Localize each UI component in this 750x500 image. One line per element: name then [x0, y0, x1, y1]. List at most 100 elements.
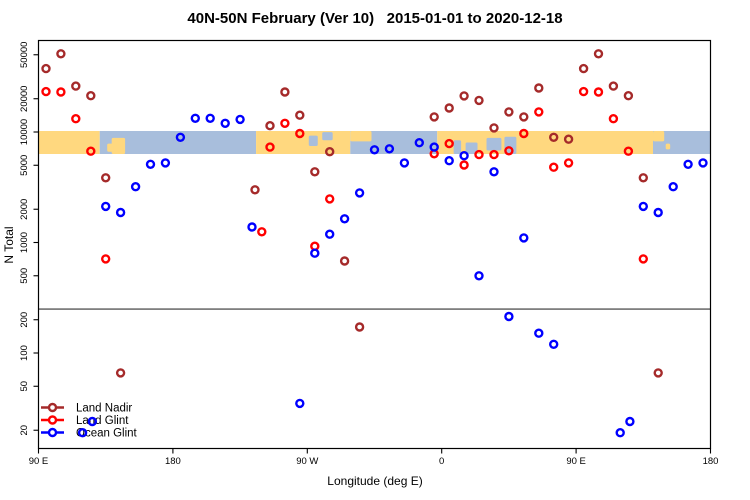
x-axis-title: Longitude (deg E): [327, 474, 423, 488]
data-point-land-glint: [623, 146, 634, 156]
data-point-ocean-glint: [459, 150, 469, 161]
map-band-ocean-patch: [322, 132, 333, 141]
map-band-land-patch: [653, 131, 665, 142]
data-point-ocean-glint: [100, 201, 111, 212]
data-point-ocean-glint: [615, 428, 625, 438]
y-tick-label: 50: [19, 381, 30, 392]
data-point-ocean-glint: [474, 271, 484, 281]
data-point-ocean-glint: [87, 416, 98, 427]
data-point-ocean-glint: [519, 233, 529, 243]
x-tick-label: 90 E: [566, 456, 586, 467]
data-point-land-glint: [265, 142, 275, 152]
data-point-ocean-glint: [384, 144, 395, 154]
y-tick-label: 10000: [19, 119, 30, 145]
data-point-land-glint: [71, 113, 81, 124]
data-point-land-nadir: [429, 112, 439, 122]
y-tick-label: 1000: [19, 232, 30, 253]
data-point-ocean-glint: [77, 428, 88, 438]
data-point-land-glint: [534, 107, 544, 117]
plot-border: [37, 39, 712, 450]
x-tick-label: 90 E: [29, 456, 49, 467]
map-band-land-patch: [111, 137, 126, 154]
data-point-ocean-glint: [489, 167, 499, 177]
data-point-ocean-glint: [625, 416, 635, 427]
data-point-land-nadir: [250, 185, 260, 195]
data-point-land-glint: [56, 87, 66, 97]
data-point-ocean-glint: [444, 155, 454, 166]
x-tick-label: 180: [165, 456, 181, 467]
legend-symbol: [47, 402, 58, 413]
data-point-ocean-glint: [429, 142, 439, 152]
data-point-land-nadir: [86, 90, 96, 101]
data-point-land-glint: [519, 128, 529, 139]
data-point-ocean-glint: [339, 214, 350, 224]
y-tick-label: 20: [19, 425, 30, 436]
data-point-ocean-glint: [668, 181, 678, 192]
map-band-land-segment: [38, 131, 100, 154]
legend-label: Land Nadir: [76, 403, 132, 415]
data-point-land-glint: [504, 146, 514, 156]
data-point-land-nadir: [280, 87, 290, 97]
x-tick-label: 180: [703, 456, 719, 467]
data-point-ocean-glint: [534, 328, 544, 338]
data-point-land-glint: [549, 162, 559, 172]
data-point-land-glint: [563, 158, 574, 168]
data-point-ocean-glint: [205, 113, 215, 124]
data-point-land-nadir: [578, 63, 589, 74]
data-point-land-nadir: [519, 112, 529, 122]
y-tick-label: 100: [19, 345, 30, 361]
data-point-land-glint: [325, 194, 335, 204]
data-point-land-glint: [257, 227, 267, 237]
data-point-land-glint: [593, 87, 604, 97]
data-point-ocean-glint: [247, 222, 257, 232]
legend-label: Ocean Glint: [76, 428, 138, 440]
x-tick-label: 90 W: [296, 456, 318, 467]
y-tick-label: 2000: [19, 199, 30, 220]
y-tick-label: 50000: [19, 42, 30, 68]
data-point-ocean-glint: [325, 229, 335, 239]
map-band-land-patch: [665, 143, 671, 150]
legend-symbol: [47, 415, 58, 425]
data-point-land-nadir: [489, 123, 499, 133]
data-point-land-glint: [280, 118, 290, 129]
data-point-land-nadir: [325, 146, 335, 157]
data-point-ocean-glint: [504, 311, 514, 322]
y-tick-label: 200: [19, 312, 30, 328]
data-point-land-nadir: [339, 256, 350, 266]
data-point-land-nadir: [115, 368, 126, 378]
map-band-ocean-segment: [99, 131, 257, 154]
data-point-land-nadir: [71, 81, 81, 91]
y-tick-label: 20000: [19, 86, 30, 112]
data-point-ocean-glint: [190, 113, 201, 124]
data-point-ocean-glint: [160, 158, 171, 168]
legend-label: Land Glint: [76, 415, 129, 427]
data-point-ocean-glint: [115, 207, 126, 218]
map-band-land-patch: [107, 143, 114, 152]
data-point-ocean-glint: [549, 339, 559, 349]
data-point-ocean-glint: [235, 114, 245, 125]
data-point-land-nadir: [638, 173, 648, 183]
data-point-land-nadir: [310, 167, 320, 177]
data-point-land-glint: [459, 160, 469, 170]
map-band-ocean-patch: [308, 135, 318, 146]
data-point-ocean-glint: [369, 145, 380, 155]
data-point-land-nadir: [549, 132, 559, 143]
data-point-land-glint: [444, 138, 454, 149]
data-point-land-glint: [608, 113, 619, 124]
data-point-land-glint: [41, 86, 51, 97]
x-tick-label: 0: [439, 456, 444, 467]
data-point-land-nadir: [593, 49, 604, 59]
data-point-ocean-glint: [295, 398, 305, 409]
y-axis-title: N Total: [2, 226, 16, 264]
data-point-ocean-glint: [653, 207, 663, 218]
map-band-ocean-patch: [465, 142, 478, 154]
data-point-land-nadir: [474, 95, 484, 106]
data-point-ocean-glint: [310, 248, 320, 258]
data-point-land-nadir: [100, 173, 111, 183]
data-point-land-nadir: [504, 107, 514, 117]
legend-symbol: [47, 427, 58, 438]
data-point-land-nadir: [295, 110, 305, 120]
data-point-land-nadir: [653, 368, 663, 378]
data-point-land-glint: [638, 254, 648, 264]
